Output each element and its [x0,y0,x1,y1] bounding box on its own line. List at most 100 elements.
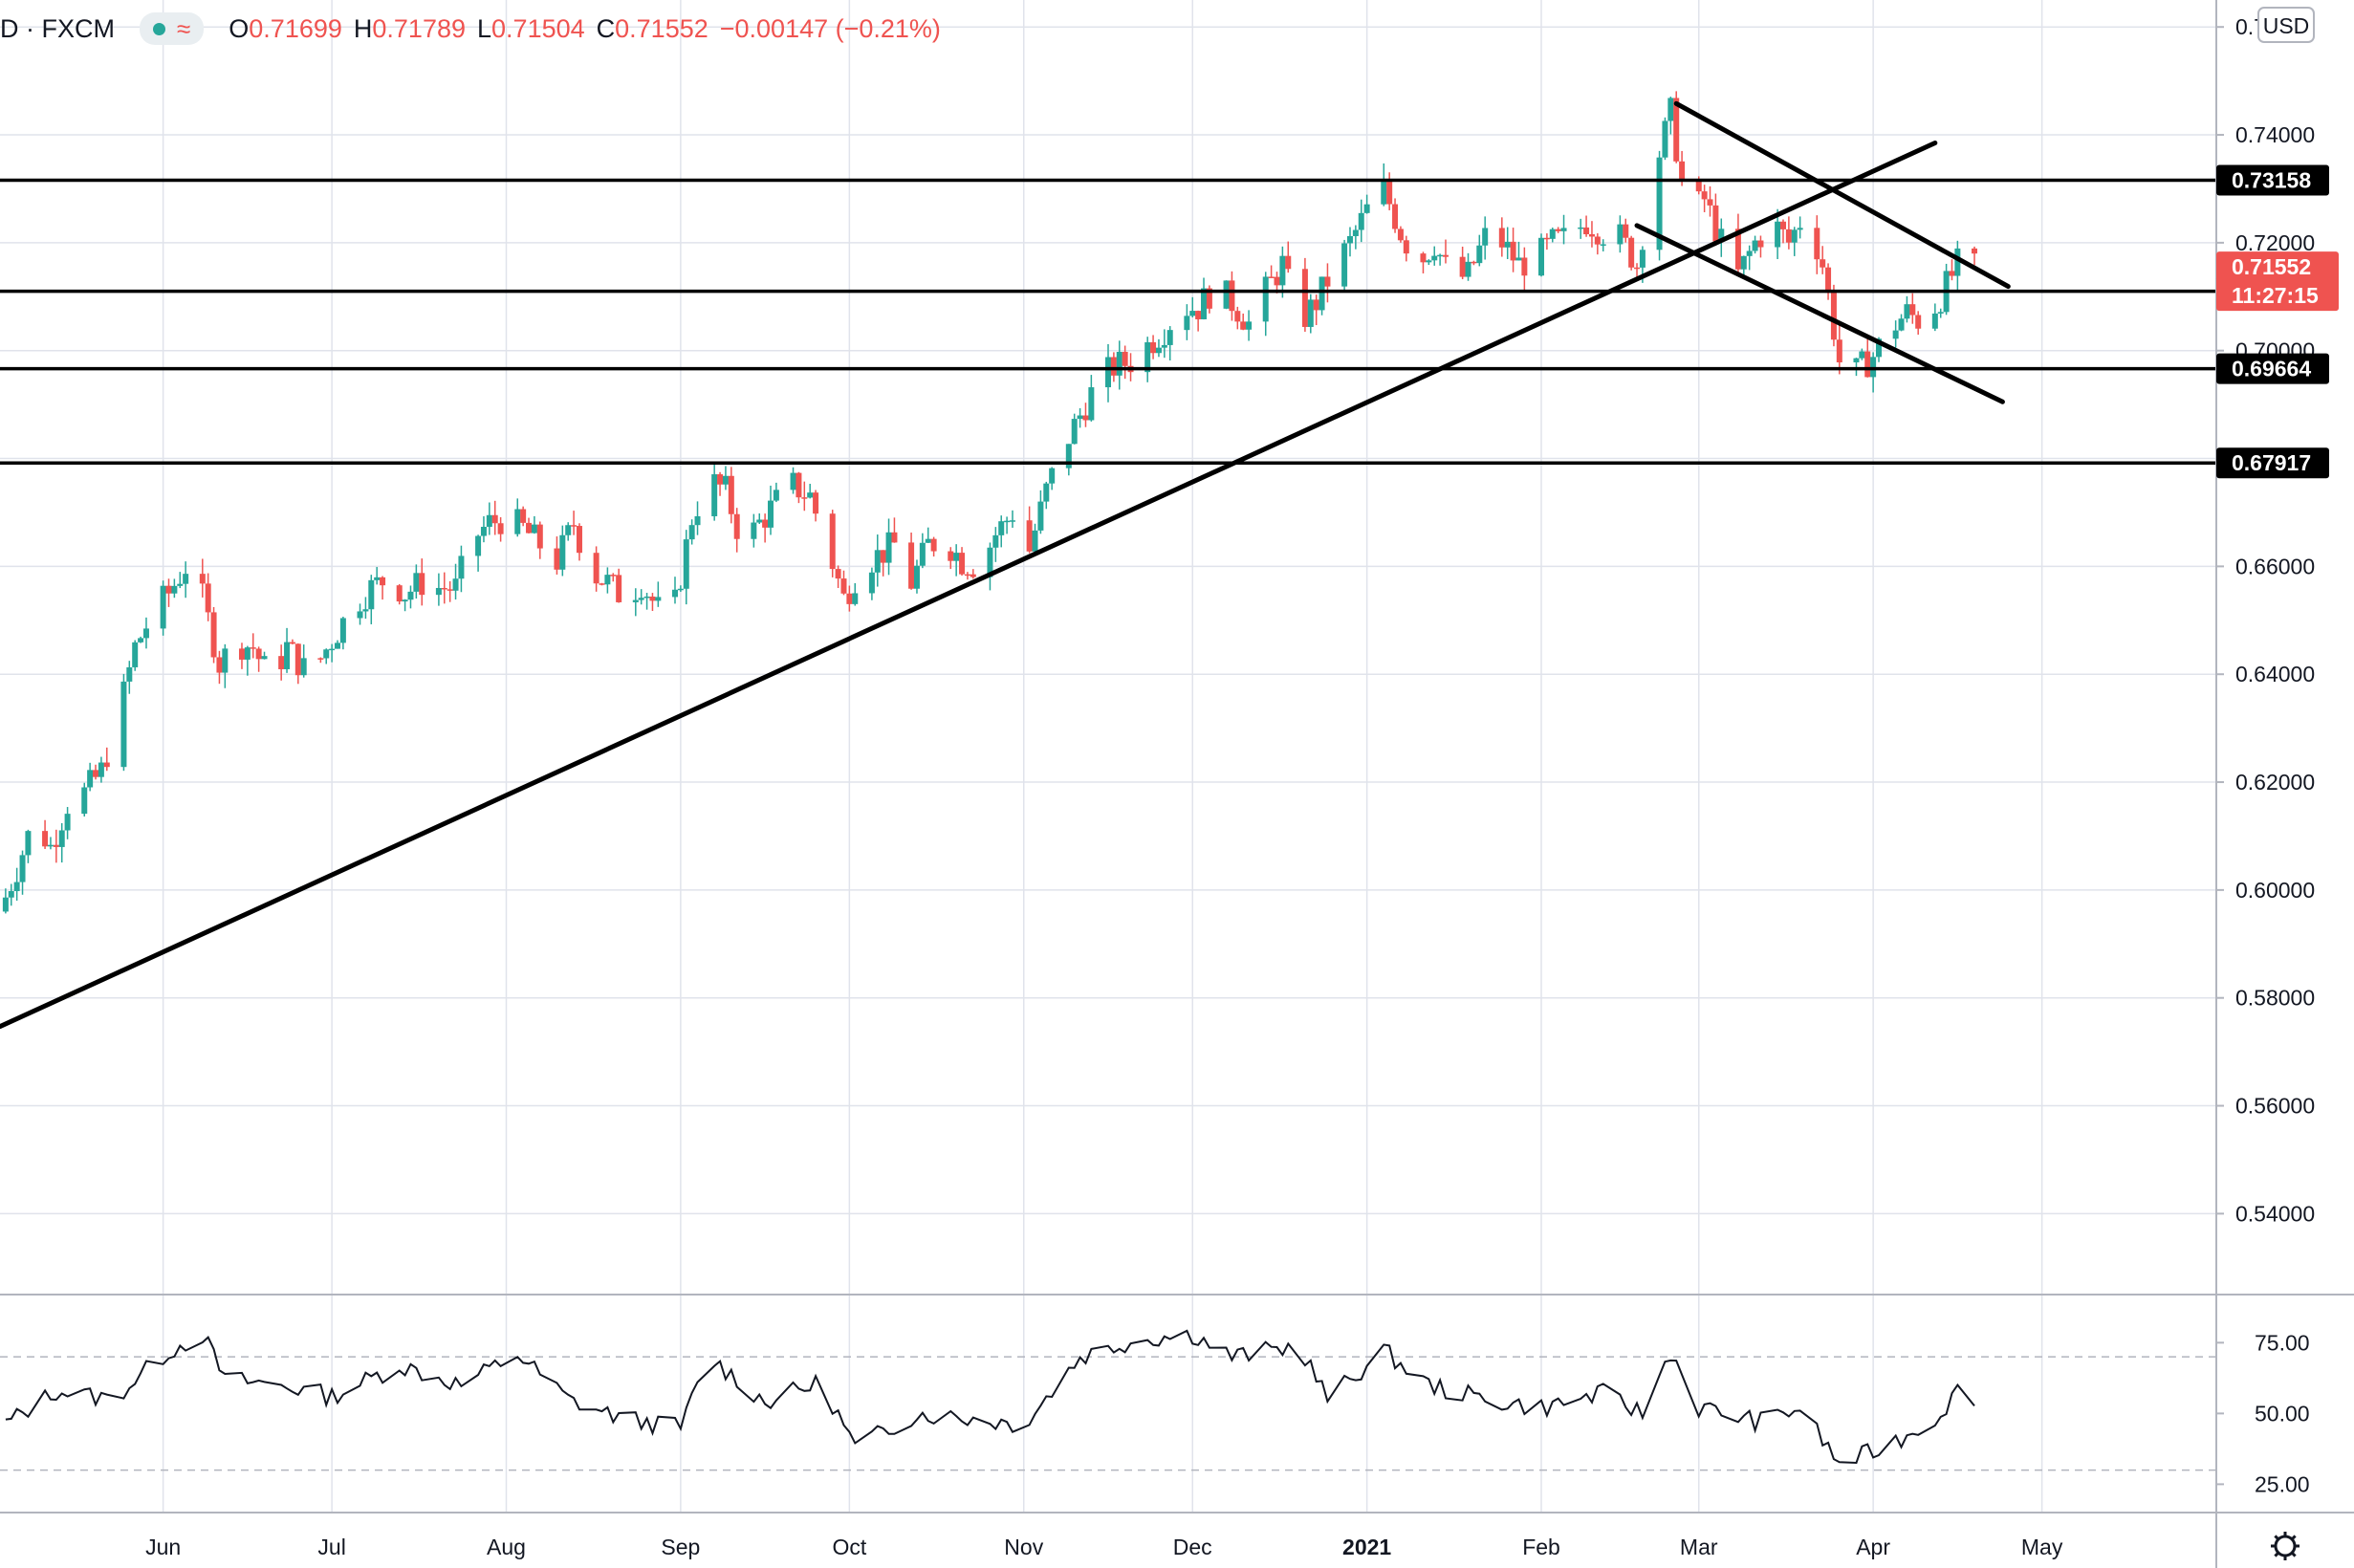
candle-201 [1583,215,1590,237]
candle-208 [1634,263,1641,277]
candle-128 [1004,516,1011,534]
candle-133 [1043,481,1050,510]
candle-89 [694,501,701,535]
candle-106 [835,565,841,588]
candle-220 [1734,213,1741,272]
candle-55 [435,573,442,606]
level-tag-2: 0.69664 [2216,353,2329,384]
candle-body [632,599,639,602]
candle-body [717,474,724,485]
candle-body [711,474,718,516]
settings-gear-icon[interactable] [2271,1532,2300,1560]
candle-66 [520,506,527,527]
eye-icon[interactable] [152,22,165,35]
candle-body [294,643,301,676]
candle-body [1184,316,1190,331]
candle-body [559,534,566,570]
candle-28 [216,650,223,685]
candle-body [407,591,414,600]
candle-183 [1437,253,1444,266]
candle-4 [25,829,32,863]
candle-114 [891,517,898,543]
wave-icon[interactable]: ≈ [176,13,191,43]
candle-210 [1656,150,1663,261]
candle-body [165,585,172,594]
candle-53 [413,564,420,599]
candle-body [1431,255,1438,261]
candle-64 [497,517,504,542]
candle-body [1155,347,1162,354]
candle-body [1459,256,1466,277]
candle-body [964,574,970,577]
candle-117 [919,533,926,569]
candle-body [885,532,892,563]
candle-body [1301,269,1308,327]
candle-22 [171,578,178,599]
candle-115 [908,533,915,590]
candle-175 [1381,163,1387,207]
candle-6 [47,837,54,850]
candle-140 [1105,343,1111,403]
candle-85 [671,577,678,604]
candle-body [1110,357,1117,376]
candle-body [520,509,527,523]
candle-body [919,542,926,566]
close-value: 0.71552 [615,13,708,43]
x-tick-label-10: Apr [1856,1535,1890,1559]
candle-172 [1352,225,1359,250]
candle-227 [1785,216,1792,250]
candle-83 [649,593,656,612]
candle-246 [1937,308,1944,318]
change-value: −0.00147 (−0.21%) [719,13,941,43]
candle-body [216,657,223,673]
candle-body [514,509,521,534]
x-tick-label-11: May [2021,1535,2063,1559]
candle-100 [790,467,796,494]
candle-body [1870,357,1877,378]
candle-body [1465,261,1471,277]
candle-body [1785,229,1792,243]
candle-10 [81,782,88,817]
candle-body [796,472,802,498]
candle-body [1949,271,1955,276]
candle-body [835,569,841,579]
candle-body [1150,342,1157,354]
candle-body [1510,241,1516,261]
candle-body [1549,229,1556,239]
symbol-label[interactable]: D · FXCM [0,13,115,43]
currency-badge-box [2257,7,2315,43]
candle-229 [1797,216,1803,239]
candle-body [554,548,560,570]
candle-176 [1386,172,1393,210]
candle-76 [599,582,605,586]
candle-body [1471,261,1477,264]
candle-body [205,583,211,613]
candle-48 [374,567,381,585]
candle-body [1049,468,1056,484]
candle-236 [1859,348,1865,360]
candle-body [1623,224,1629,238]
candle-70 [554,536,560,575]
candle-245 [1931,303,1938,332]
countdown-timer: 11:27:15 [2232,283,2319,308]
candle-41 [323,648,330,664]
candle-250 [1972,246,1978,266]
candle-body [1931,313,1938,329]
candle-2 [13,867,20,901]
candle-body [846,593,853,604]
indicator-pill[interactable]: ≈ [139,12,205,45]
candle-body [1656,157,1663,250]
candle-121 [953,544,960,577]
candle-body [1346,235,1353,244]
candle-216 [1701,185,1708,212]
candle-127 [998,515,1005,548]
y-tick-label-2: 0.58000 [2235,986,2315,1011]
candle-body [1319,276,1325,311]
level-tag-box [2216,353,2329,384]
candle-body [1775,221,1781,248]
candle-body [222,648,229,673]
candle-40 [317,657,324,664]
